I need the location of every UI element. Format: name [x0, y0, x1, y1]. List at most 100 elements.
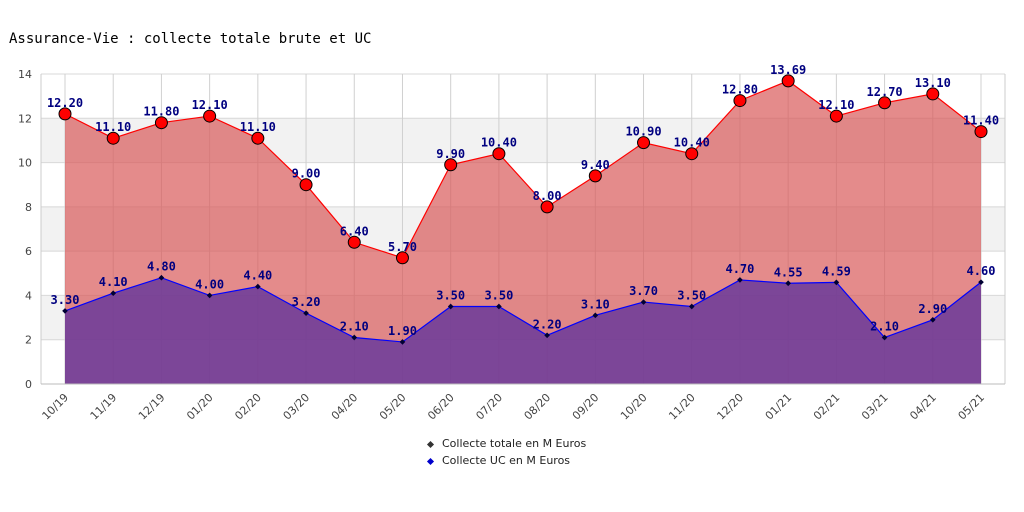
data-label: 12.10	[818, 98, 854, 112]
data-label: 3.50	[677, 289, 706, 303]
data-point	[303, 310, 309, 316]
data-label: 11.80	[143, 105, 179, 119]
data-label: 12.70	[867, 85, 903, 99]
x-tick-label: 02/20	[232, 391, 264, 423]
x-tick-label: 10/20	[618, 391, 650, 423]
area-uc	[65, 277, 981, 384]
data-label: 11.10	[240, 120, 276, 134]
data-point	[255, 283, 261, 290]
data-label: 11.40	[963, 114, 999, 128]
data-point	[496, 303, 502, 310]
data-label: 12.20	[47, 96, 83, 110]
data-label: 12.10	[192, 98, 228, 112]
x-tick-label: 01/21	[763, 391, 795, 423]
data-label: 3.50	[436, 289, 465, 303]
data-point	[206, 292, 213, 299]
data-label: 10.90	[625, 125, 661, 139]
data-point	[251, 131, 265, 145]
x-tick-label: 09/20	[570, 391, 602, 423]
x-tick-label: 05/20	[377, 391, 409, 423]
y-tick-label: 10	[18, 157, 32, 170]
data-point	[878, 96, 892, 110]
data-label: 13.10	[915, 76, 951, 90]
data-point	[688, 303, 695, 310]
x-tick-label: 11/19	[88, 391, 120, 423]
legend-item-total: Collecte totale en M Euros	[426, 437, 586, 450]
data-point	[444, 158, 458, 172]
data-point	[203, 109, 217, 123]
data-point	[106, 131, 120, 145]
x-tick-label: 12/20	[714, 391, 746, 423]
data-point	[544, 332, 550, 339]
x-tick-label: 05/21	[956, 391, 988, 423]
line-total	[64, 80, 982, 259]
data-label: 4.60	[967, 264, 996, 278]
data-point	[978, 279, 984, 285]
legend-marker-icon	[426, 440, 435, 448]
data-point	[588, 169, 602, 183]
x-tick-label: 03/21	[859, 391, 891, 423]
line-uc	[64, 277, 982, 343]
data-point	[395, 251, 409, 265]
data-point	[399, 339, 406, 345]
data-label: 2.10	[340, 320, 369, 334]
y-tick-label: 8	[25, 201, 32, 214]
data-label: 3.50	[484, 289, 513, 303]
x-tick-label: 01/20	[184, 391, 216, 423]
data-point	[154, 116, 168, 130]
data-point	[110, 290, 117, 297]
data-label: 8.00	[533, 189, 562, 203]
x-tick-label: 03/20	[281, 391, 313, 423]
data-point	[974, 125, 988, 139]
data-point	[158, 274, 165, 281]
data-point	[540, 200, 554, 214]
x-tick-label: 06/20	[425, 391, 457, 423]
data-label: 3.70	[629, 284, 658, 298]
data-label: 10.40	[674, 136, 710, 150]
data-label: 2.10	[870, 320, 899, 334]
data-label: 5.70	[388, 240, 417, 254]
data-point	[637, 136, 651, 150]
x-tick-label: 12/19	[136, 391, 168, 423]
x-tick-label: 11/20	[666, 391, 698, 423]
data-label: 10.40	[481, 136, 517, 150]
data-point	[737, 277, 743, 283]
data-point	[833, 279, 840, 286]
data-point	[685, 147, 699, 161]
data-point	[781, 74, 795, 88]
data-label: 3.10	[581, 297, 610, 311]
data-point	[929, 316, 936, 323]
data-point	[926, 87, 940, 101]
data-label: 2.20	[533, 317, 562, 331]
legend-item-uc: Collecte UC en M Euros	[426, 454, 570, 467]
x-tick-label: 02/21	[811, 391, 843, 423]
y-tick-label: 12	[18, 112, 32, 125]
x-tick-label: 07/20	[473, 391, 505, 423]
data-label: 4.55	[774, 265, 803, 279]
data-point	[592, 312, 599, 319]
y-tick-label: 2	[25, 334, 32, 347]
data-label: 1.90	[388, 324, 417, 338]
y-tick-label: 6	[25, 245, 32, 258]
x-tick-label: 08/20	[522, 391, 554, 423]
data-label: 4.70	[725, 262, 754, 276]
data-point	[785, 280, 791, 287]
x-tick-label: 04/20	[329, 391, 361, 423]
chart-title: Assurance-Vie : collecte totale brute et…	[9, 31, 372, 47]
data-label: 2.90	[918, 302, 947, 316]
data-label: 11.10	[95, 120, 131, 134]
data-point	[347, 235, 361, 249]
data-label: 13.69	[770, 63, 806, 77]
data-label: 12.80	[722, 83, 758, 97]
data-label: 9.90	[436, 147, 465, 161]
data-label: 6.40	[340, 224, 369, 238]
legend-marker-icon	[426, 457, 435, 465]
data-point	[640, 299, 647, 305]
data-point	[733, 94, 747, 108]
y-tick-label: 14	[18, 68, 32, 81]
data-point	[299, 178, 313, 192]
data-point	[881, 334, 888, 341]
data-point	[492, 147, 506, 161]
data-point	[351, 334, 358, 341]
